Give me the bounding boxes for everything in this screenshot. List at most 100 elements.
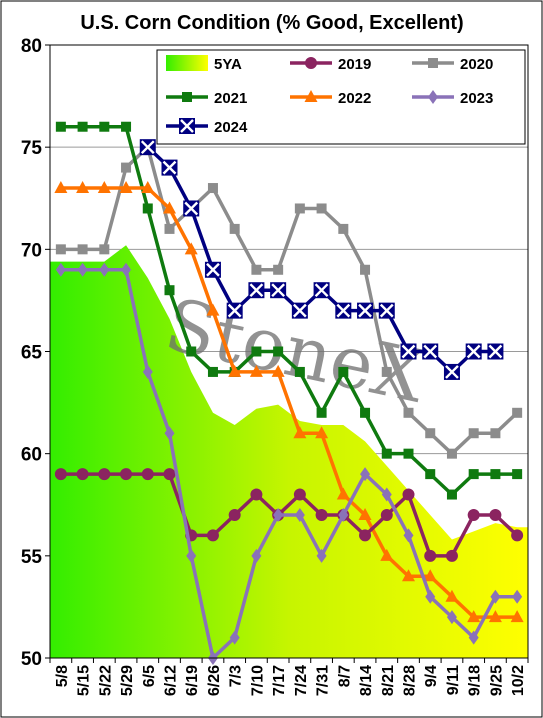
x-tick-label: 8/14 [358, 665, 375, 696]
data-point [251, 264, 262, 275]
data-point [360, 467, 371, 482]
x-tick-label: 6/19 [184, 665, 201, 696]
x-tick-label: 9/11 [445, 665, 462, 695]
data-point [182, 92, 192, 102]
data-point [446, 610, 457, 625]
data-point [293, 488, 306, 501]
data-point [77, 262, 88, 277]
data-point [228, 364, 242, 377]
legend-box [156, 49, 526, 145]
data-point [316, 407, 327, 418]
data-point [183, 200, 200, 217]
data-point [142, 364, 153, 379]
data-point [141, 468, 154, 481]
data-point [99, 244, 110, 255]
data-point [161, 159, 178, 176]
series-2020 [55, 142, 523, 459]
data-point [358, 507, 372, 520]
data-point [97, 181, 111, 194]
legend-item-2022: 2022 [290, 90, 371, 107]
data-point [206, 303, 220, 316]
data-point [315, 426, 329, 439]
data-point [512, 589, 523, 604]
x-tick-label: 9/18 [467, 665, 484, 696]
data-point [512, 407, 523, 418]
data-point [206, 529, 219, 542]
data-point [304, 90, 318, 102]
series-area-5ya [50, 245, 528, 658]
data-point [77, 244, 88, 255]
data-point [179, 118, 195, 134]
x-axis: 5/8 5/15 5/22 5/29 6/5 6/12 6/19 6/26 7/3 7/10 7/1… [49, 658, 529, 696]
data-point [291, 302, 308, 319]
series-line-2023 [60, 268, 518, 660]
data-point [293, 426, 307, 439]
data-point [490, 589, 501, 604]
data-point [204, 261, 221, 278]
data-point [315, 508, 328, 521]
legend-item-2021: 2021 [166, 90, 247, 107]
legend: 5YA 2019 2020 2021 2022 2023 2024 [156, 49, 526, 145]
data-point [378, 302, 395, 319]
data-point [425, 469, 436, 480]
data-point [381, 448, 392, 459]
legend-item-2023: 2023 [412, 90, 493, 107]
x-tick-label: 5/22 [97, 665, 114, 696]
data-point [207, 183, 218, 194]
data-point [381, 487, 392, 502]
series-2022 [54, 181, 524, 623]
legend-item-2019: 2019 [290, 56, 371, 73]
data-point [316, 203, 327, 214]
data-point [76, 468, 89, 481]
data-point [424, 549, 437, 562]
data-point [76, 181, 90, 194]
data-point [402, 488, 415, 501]
data-point [207, 366, 218, 377]
data-point [336, 487, 350, 500]
chart-title: U.S. Corn Condition (% Good, Excellent) [80, 12, 463, 34]
data-point [425, 589, 436, 604]
data-point [316, 548, 327, 563]
data-point [98, 468, 111, 481]
data-point [511, 529, 524, 542]
data-point [380, 508, 393, 521]
data-point [229, 223, 240, 234]
x-tick-label: 8/21 [380, 665, 397, 696]
data-point [249, 364, 263, 377]
data-point [360, 407, 371, 418]
x-tick-label: 6/12 [163, 665, 180, 696]
data-point [121, 262, 132, 277]
series-2021 [55, 121, 523, 500]
data-point [229, 630, 240, 645]
x-tick-label: 7/24 [293, 665, 310, 696]
data-point [273, 346, 284, 357]
data-point [403, 528, 414, 543]
x-tick-label: 10/2 [510, 665, 527, 696]
data-point [55, 262, 66, 277]
data-point [467, 610, 481, 623]
y-tick-label: 60 [21, 445, 42, 466]
data-point [510, 610, 524, 623]
x-tick-label: 7/3 [228, 665, 245, 687]
data-point [54, 468, 67, 481]
legend-label: 2020 [460, 56, 493, 73]
legend-label: 2024 [214, 119, 248, 136]
data-point [99, 121, 110, 132]
legend-swatch [166, 55, 208, 71]
legend-item-2020: 2020 [412, 56, 493, 73]
data-point [119, 181, 133, 194]
data-point [381, 366, 392, 377]
x-tick-label: 5/15 [76, 665, 93, 696]
data-point [465, 343, 482, 360]
data-point [54, 181, 68, 194]
data-point [338, 223, 349, 234]
legend-label: 2021 [214, 90, 247, 107]
data-point [163, 468, 176, 481]
data-point [335, 302, 352, 319]
data-point [468, 469, 479, 480]
y-tick-label: 70 [21, 240, 42, 261]
data-point [121, 162, 132, 173]
data-point [489, 508, 502, 521]
series-line-2022 [60, 186, 518, 619]
